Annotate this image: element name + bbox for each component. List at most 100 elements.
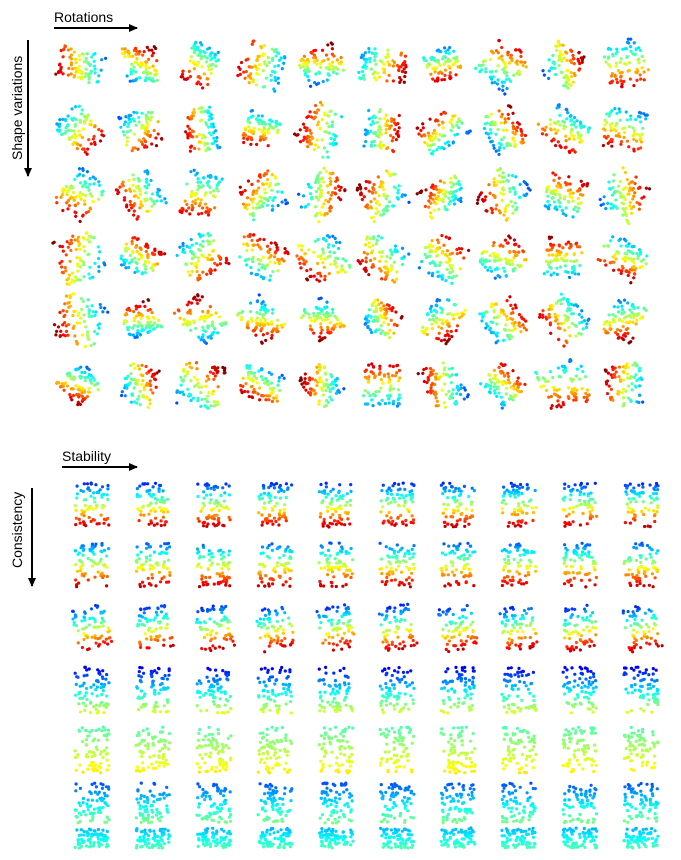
point [197,53,202,57]
point [130,149,134,153]
point [579,56,583,60]
point [314,72,318,76]
point [268,118,272,122]
point [151,64,155,68]
point [370,398,374,402]
point [625,118,629,122]
point [611,235,615,239]
point [80,307,84,312]
point [308,324,312,328]
point [59,329,63,333]
point [580,60,584,64]
point [549,331,553,335]
point [193,201,198,206]
point [74,523,78,527]
point [313,103,318,108]
point [65,190,69,194]
point [282,322,287,326]
point [54,195,59,200]
point-cloud [543,171,590,219]
point [318,126,322,131]
point [387,375,391,379]
point [136,63,140,67]
point [506,112,510,117]
point [82,245,86,249]
point [66,73,70,77]
point [308,192,313,196]
point [397,68,401,72]
point [492,368,497,372]
point [493,80,497,85]
point [619,57,623,61]
point [205,206,209,210]
point [499,115,503,119]
point [436,58,440,62]
point [276,182,281,186]
point [299,266,303,270]
point [360,69,364,74]
point [613,106,617,111]
point [102,134,106,138]
point [135,57,139,61]
point [396,188,400,192]
point [478,312,482,316]
point [496,127,500,132]
point [609,137,613,142]
point [256,114,261,118]
point [199,180,203,184]
point [83,344,88,349]
point [66,114,70,118]
point [372,139,376,144]
point [500,406,504,410]
point [86,486,90,490]
point [610,144,614,148]
point [421,371,425,375]
point [601,143,605,148]
point [61,249,65,253]
point [276,383,280,387]
point [556,128,560,133]
point [574,334,578,338]
point [206,174,210,178]
point [197,185,201,190]
point [194,361,199,365]
point [373,54,377,58]
point [625,139,630,143]
point [73,136,77,140]
point [378,145,383,150]
point [395,63,400,68]
point [367,273,371,277]
point [150,54,154,58]
point [572,56,576,61]
point [361,76,365,80]
axis-label: Stability [62,448,111,464]
point [160,136,164,141]
point [125,205,129,209]
point [206,82,210,87]
point [417,266,422,270]
point [622,298,627,302]
point [73,177,77,182]
point [384,131,388,135]
point [568,334,572,338]
point [508,328,512,332]
point [238,191,243,195]
point [550,66,554,70]
point [630,388,634,392]
point [136,364,140,368]
point [403,54,408,58]
point [61,117,65,121]
point [319,322,323,326]
point [263,131,267,135]
point [626,37,630,41]
point [623,170,627,175]
point [452,202,457,206]
point [76,194,80,198]
point [399,53,403,57]
point [75,496,79,500]
point [97,74,101,78]
point [253,64,258,68]
point [322,202,326,206]
point [322,365,327,369]
point [203,50,207,55]
